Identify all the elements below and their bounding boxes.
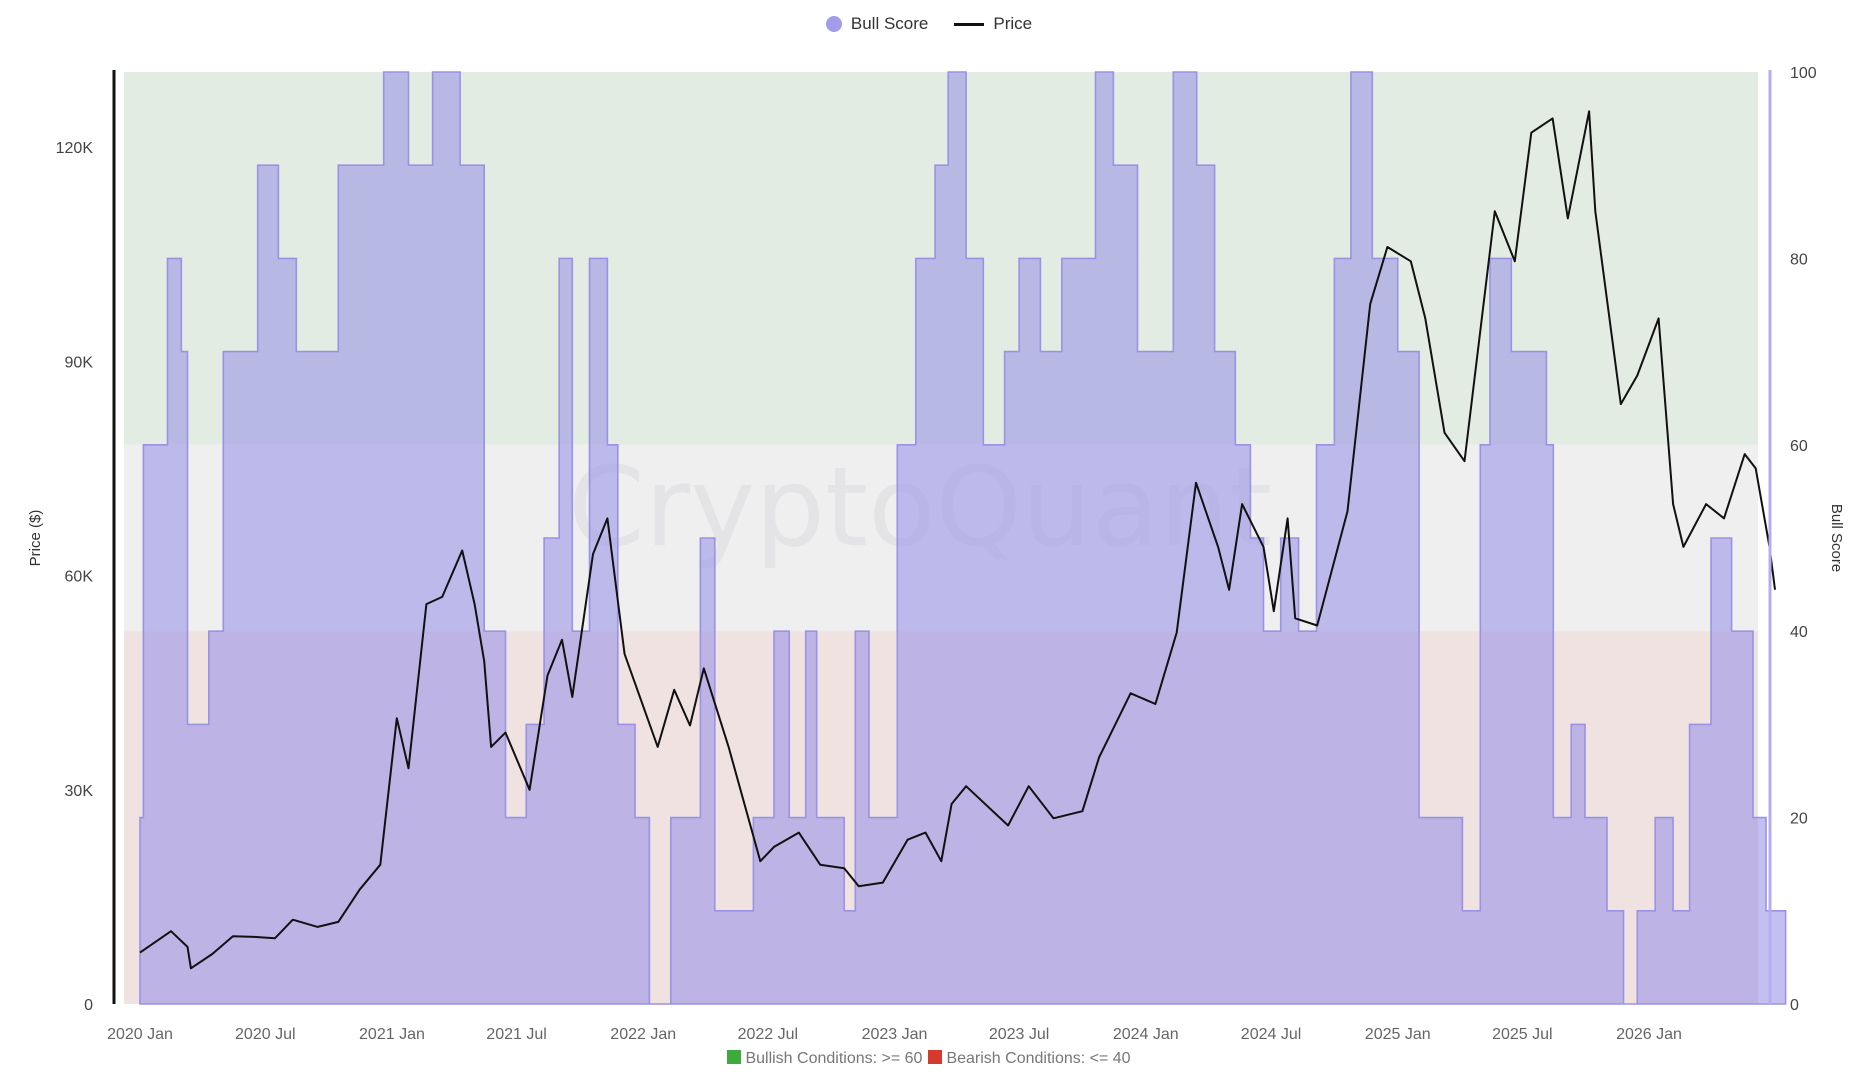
legend-item-price[interactable]: Price bbox=[954, 14, 1032, 34]
y-right-tick-label: 40 bbox=[1790, 624, 1808, 641]
x-tick-label: 2020 Jul bbox=[235, 1026, 296, 1043]
y-left-tick-label: 90K bbox=[65, 354, 94, 371]
x-tick-label: 2023 Jul bbox=[989, 1026, 1050, 1043]
x-tick-label: 2025 Jul bbox=[1492, 1026, 1553, 1043]
tick-labels: 2020 Jan 2020 Jul 2021 Jan 2021 Jul 2022 Jan… bbox=[56, 65, 1817, 1043]
axes bbox=[112, 70, 1772, 1004]
y-right-tick-label: 0 bbox=[1790, 997, 1799, 1014]
y-axis-right-label: Bull Score bbox=[1828, 504, 1845, 572]
bearish-text: Bearish Conditions: <= 40 bbox=[946, 1050, 1131, 1067]
x-tick-label: 2024 Jan bbox=[1113, 1026, 1179, 1043]
legend-bull-label: Bull Score bbox=[850, 14, 929, 33]
x-tick-label: 2022 Jul bbox=[738, 1026, 799, 1043]
bearish-square-icon bbox=[928, 1050, 943, 1064]
x-tick-label: 2020 Jan bbox=[107, 1026, 173, 1043]
price-line bbox=[139, 110, 1776, 970]
x-tick-label: 2026 Jan bbox=[1616, 1026, 1682, 1043]
y-right-tick-label: 60 bbox=[1790, 438, 1808, 455]
x-tick-label: 2024 Jul bbox=[1241, 1026, 1302, 1043]
x-tick-label: 2021 Jan bbox=[359, 1026, 425, 1043]
x-tick-label: 2021 Jul bbox=[486, 1026, 547, 1043]
x-tick-label: 2022 Jan bbox=[610, 1026, 676, 1043]
chart-footer-note: Bullish Conditions: >= 60 Bearish Condit… bbox=[0, 1050, 1858, 1068]
legend-price-label: Price bbox=[993, 14, 1033, 33]
y-right-tick-label: 100 bbox=[1790, 65, 1817, 82]
chart-legend: Bull Score Price bbox=[0, 14, 1858, 34]
bull-score-swatch bbox=[825, 16, 842, 32]
bearish-note: Bearish Conditions: <= 40 bbox=[928, 1050, 1131, 1068]
bullish-square-icon bbox=[727, 1050, 742, 1064]
bullish-text: Bullish Conditions: >= 60 bbox=[745, 1050, 923, 1067]
x-tick-label: 2025 Jan bbox=[1365, 1026, 1431, 1043]
y-left-tick-label: 30K bbox=[65, 783, 94, 800]
y-axis-left-label: Price ($) bbox=[27, 510, 44, 567]
y-right-tick-label: 80 bbox=[1790, 251, 1808, 268]
bull-score-area bbox=[139, 71, 1787, 1005]
legend-item-bull-score[interactable]: Bull Score bbox=[825, 14, 929, 34]
price-swatch bbox=[954, 22, 985, 26]
y-left-tick-label: 60K bbox=[65, 569, 94, 586]
x-tick-label: 2023 Jan bbox=[862, 1026, 928, 1043]
bullish-note: Bullish Conditions: >= 60 bbox=[727, 1050, 922, 1068]
bull-score-series bbox=[139, 71, 1787, 1005]
y-right-tick-label: 20 bbox=[1790, 811, 1808, 828]
price-series bbox=[139, 110, 1776, 970]
y-left-tick-label: 120K bbox=[56, 140, 94, 157]
y-left-tick-label: 0 bbox=[84, 997, 93, 1014]
